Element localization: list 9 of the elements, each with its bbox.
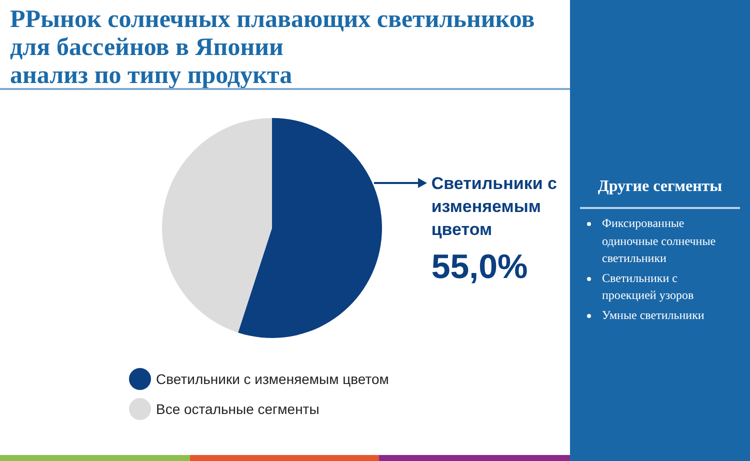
text: Другие сегменты xyxy=(596,178,724,196)
text: Фиксированные одиночные солнечные светильники xyxy=(602,216,716,265)
text: Светильники с проекцией узоров xyxy=(602,270,694,302)
category-label: Светильники с изменяемым цветом xyxy=(431,174,557,239)
legend-label: Светильники с изменяемым цветом xyxy=(156,371,389,387)
legend-label: Все остальные сегменты xyxy=(156,401,320,417)
chart-title: РРынок солнечных плавающих светильников для бассейнов в Японии анализ по типу продукта xyxy=(10,6,536,90)
data-label: 55,0% xyxy=(431,247,529,287)
text: Умные светильники xyxy=(602,308,704,322)
